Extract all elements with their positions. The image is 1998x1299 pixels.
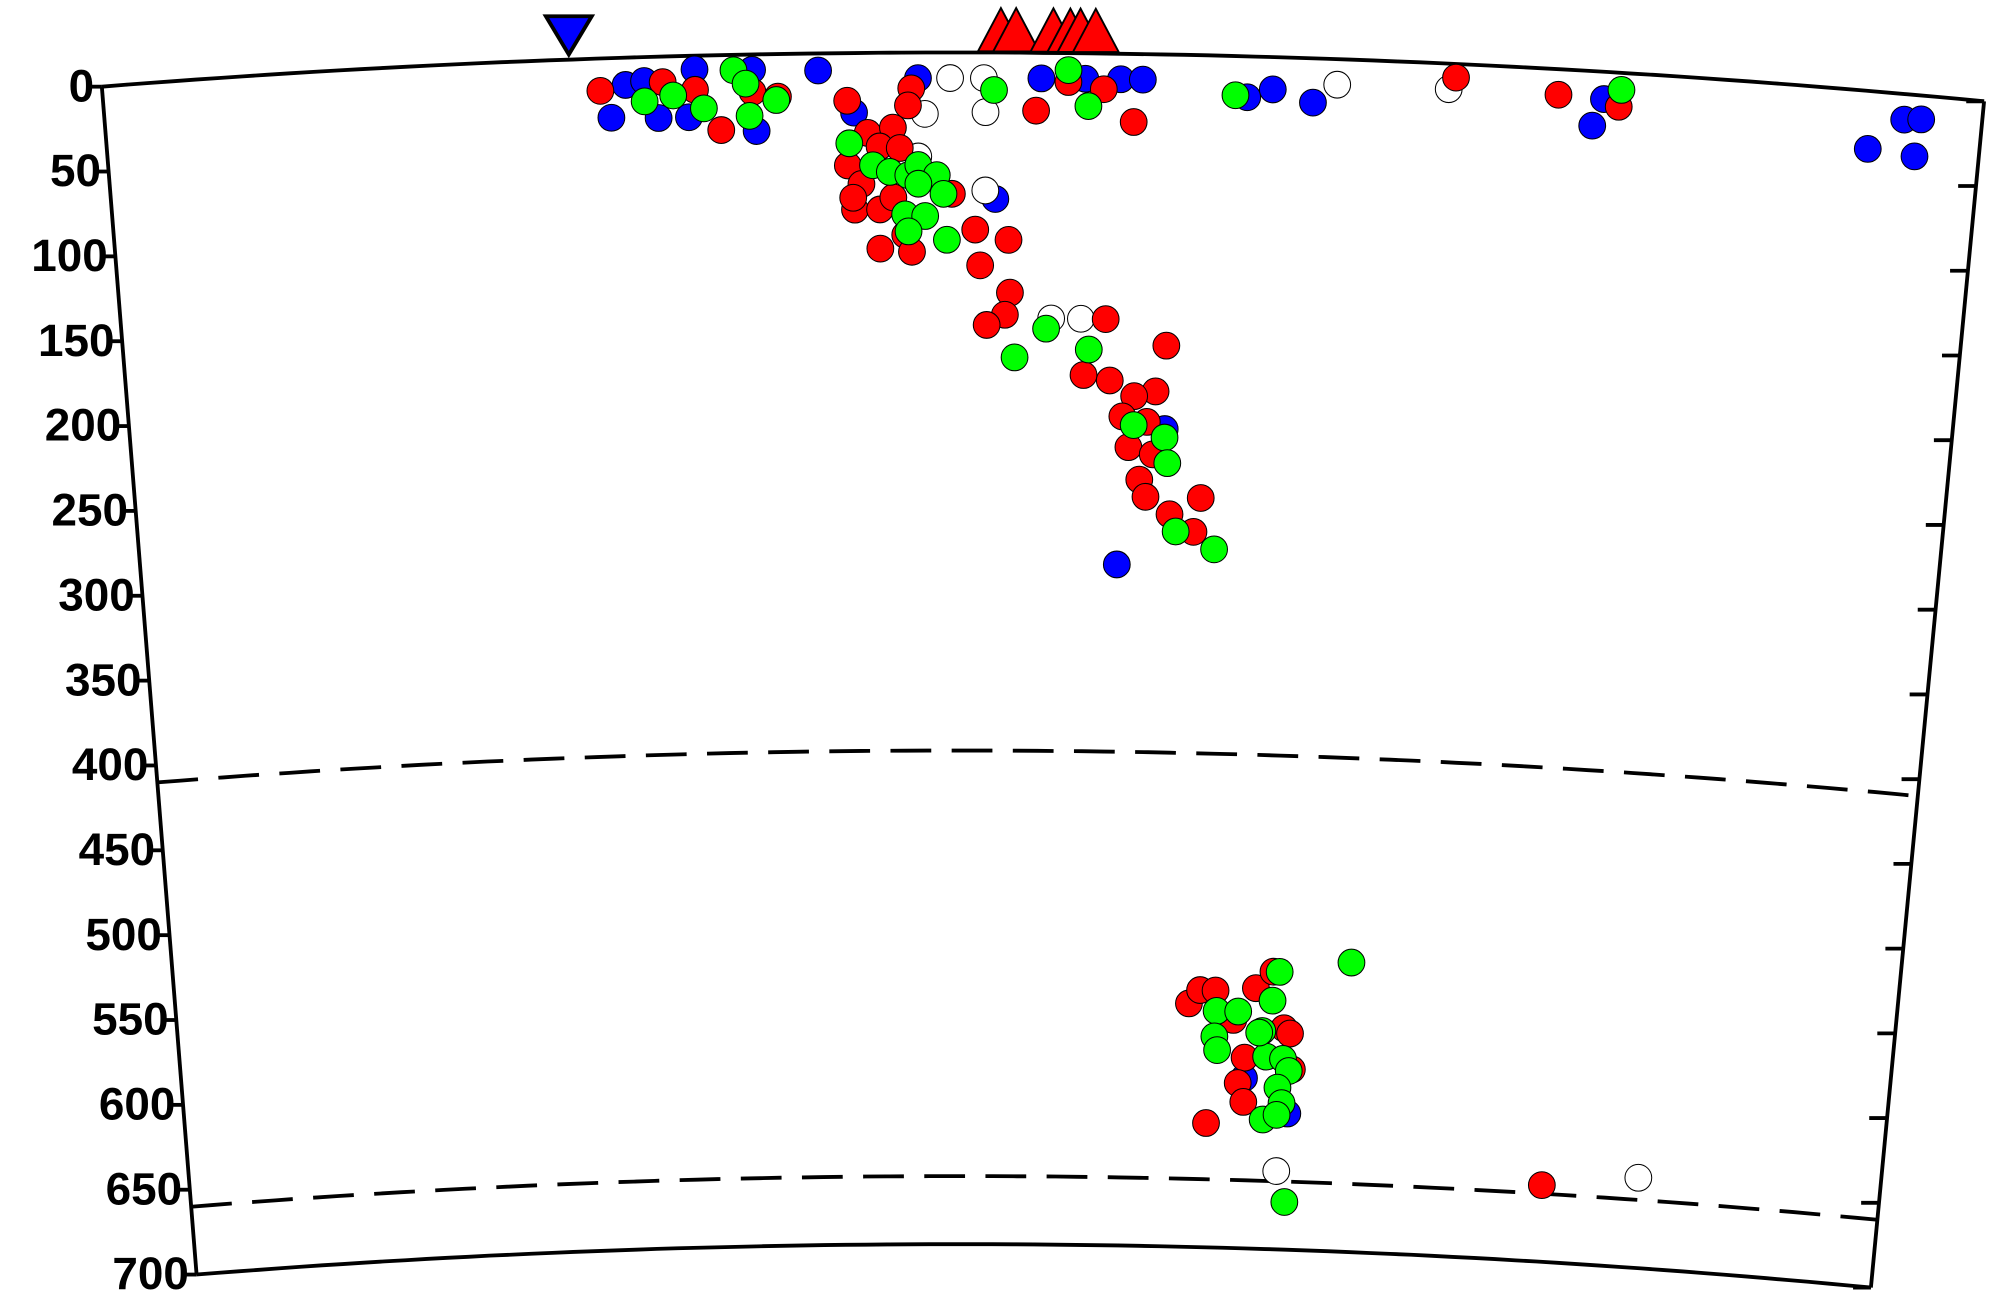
- y-tick-label: 0: [69, 59, 95, 111]
- event-point: [1203, 1036, 1231, 1064]
- event-point: [735, 101, 764, 130]
- event-point: [1323, 70, 1352, 99]
- event-point: [1544, 80, 1573, 109]
- event-point: [1074, 335, 1103, 364]
- event-point: [904, 169, 933, 198]
- event-point: [1095, 366, 1124, 395]
- event-point: [1119, 411, 1148, 439]
- event-point: [1200, 535, 1228, 564]
- event-point: [833, 86, 862, 115]
- event-point: [972, 311, 1001, 339]
- event-point: [1131, 482, 1160, 511]
- event-point: [1337, 948, 1366, 977]
- event-point: [1054, 56, 1083, 84]
- event-point: [1027, 64, 1056, 93]
- event-point: [980, 76, 1008, 104]
- y-tick-label: 250: [52, 484, 129, 536]
- reference-depth-line: [190, 1174, 1878, 1222]
- event-point: [885, 134, 914, 162]
- y-tick-label: 350: [65, 653, 142, 705]
- event-point: [659, 81, 688, 110]
- y-tick-label: 450: [79, 823, 156, 875]
- event-point: [933, 225, 961, 254]
- event-point: [894, 91, 922, 120]
- y-tick-label: 600: [99, 1078, 176, 1130]
- event-point: [936, 64, 964, 92]
- event-point: [731, 69, 760, 98]
- event-point: [1262, 1157, 1291, 1185]
- event-point: [1069, 361, 1098, 389]
- event-point: [1245, 1018, 1274, 1047]
- event-point: [961, 215, 990, 244]
- event-point: [1102, 550, 1131, 579]
- volcano: [1071, 6, 1121, 54]
- event-point: [1032, 314, 1060, 343]
- event-point: [1000, 343, 1029, 372]
- event-point: [1229, 1088, 1258, 1116]
- frame-right: [1868, 101, 1986, 1288]
- event-point: [1900, 142, 1929, 171]
- y-tick-label: 300: [58, 568, 135, 620]
- event-point: [1258, 75, 1287, 104]
- event-point: [1624, 1163, 1653, 1192]
- event-point: [1265, 958, 1294, 986]
- y-tick-label: 550: [92, 993, 169, 1045]
- event-point: [1258, 986, 1287, 1015]
- event-point: [597, 103, 626, 132]
- event-point: [1022, 96, 1050, 125]
- trench: [542, 14, 596, 59]
- frame-bottom: [196, 1242, 1872, 1290]
- event-point: [1221, 81, 1250, 110]
- y-tick-label: 650: [106, 1162, 183, 1214]
- event-point: [835, 129, 864, 158]
- volcano: [991, 6, 1041, 53]
- event-point: [804, 56, 832, 85]
- y-tick-label: 700: [112, 1247, 189, 1299]
- event-point: [929, 179, 958, 208]
- event-point: [1527, 1171, 1556, 1200]
- event-point: [1262, 1100, 1291, 1129]
- y-tick-label: 500: [85, 908, 162, 960]
- event-point: [1276, 1019, 1304, 1048]
- y-tick-label: 150: [38, 314, 115, 366]
- event-point: [866, 234, 895, 263]
- event-point: [971, 176, 1000, 205]
- event-point: [1192, 1109, 1220, 1137]
- event-point: [1074, 92, 1103, 120]
- event-point: [707, 116, 736, 144]
- event-point: [994, 226, 1023, 254]
- event-point: [894, 217, 923, 246]
- event-point: [1186, 484, 1215, 512]
- event-point: [1299, 88, 1327, 117]
- event-point: [1067, 304, 1095, 333]
- event-point: [1161, 517, 1190, 546]
- event-point: [1128, 65, 1157, 94]
- event-point: [586, 76, 615, 105]
- event-point: [1152, 331, 1181, 360]
- event-point: [1119, 108, 1148, 136]
- event-point: [1442, 63, 1470, 92]
- reference-depth-line: [157, 748, 1919, 799]
- event-point: [1270, 1188, 1299, 1216]
- event-point: [690, 94, 718, 123]
- event-point: [1224, 997, 1253, 1026]
- event-point: [1153, 449, 1182, 478]
- y-tick-label: 200: [45, 399, 122, 451]
- event-point: [1091, 305, 1120, 333]
- event-point: [966, 251, 995, 280]
- frame-top: [101, 50, 1985, 104]
- event-point: [1907, 105, 1936, 134]
- y-tick-label: 50: [50, 144, 101, 196]
- event-point: [1578, 111, 1607, 140]
- event-point: [1607, 76, 1636, 104]
- event-point: [762, 86, 791, 114]
- event-point: [630, 87, 659, 116]
- y-tick-label: 100: [31, 229, 108, 281]
- event-point: [839, 183, 868, 212]
- event-point: [1853, 135, 1882, 163]
- y-tick-label: 400: [72, 738, 149, 790]
- event-point: [1150, 423, 1179, 452]
